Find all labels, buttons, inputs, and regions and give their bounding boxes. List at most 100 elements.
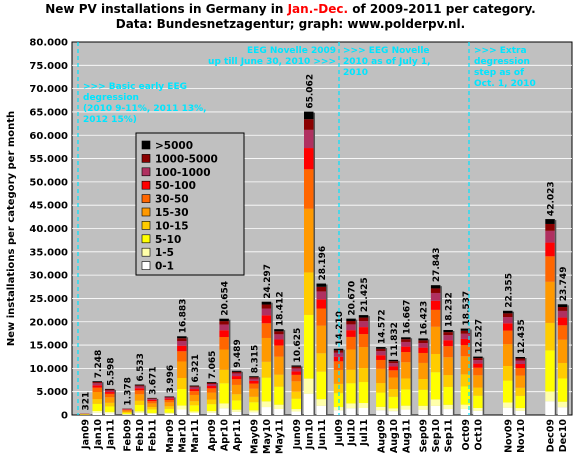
- bar-segment: [206, 399, 217, 405]
- bar-segment: [261, 337, 272, 362]
- bar-Sep11: [443, 329, 455, 415]
- bar-segment: [545, 256, 555, 282]
- bar-segment: [189, 412, 200, 415]
- bar-segment: [346, 324, 356, 331]
- bar-segment: [189, 411, 200, 413]
- bar-segment: [358, 408, 369, 415]
- bar-segment: [346, 369, 356, 384]
- bar-Jul10: [346, 318, 358, 415]
- bar-segment: [376, 348, 386, 352]
- bar-segment: [388, 389, 399, 397]
- bar-segment: [189, 394, 200, 402]
- chart-title-line1: New PV installations in Germany in Jan.-…: [0, 2, 581, 16]
- bar-segment: [443, 409, 453, 415]
- legend-label: >5000: [155, 140, 193, 152]
- bar-segment: [231, 371, 242, 374]
- bar-segment: [557, 307, 568, 311]
- x-tick-label-Sep11: Sep11: [444, 419, 455, 452]
- bar-segment: [304, 393, 314, 415]
- bar-segment: [430, 353, 441, 373]
- bar-segment: [430, 300, 441, 310]
- bar-segment: [401, 352, 411, 363]
- legend-swatch: [141, 261, 151, 270]
- bar-segment: [358, 327, 369, 335]
- data-label-Feb09: 1.378: [124, 377, 134, 405]
- bar-segment: [460, 356, 471, 375]
- bar-segment: [473, 410, 483, 415]
- bar-segment: [316, 371, 326, 400]
- bar-segment: [261, 323, 272, 338]
- bar-segment: [443, 375, 453, 387]
- legend-label: 15-30: [155, 207, 189, 219]
- bar-segment: [443, 346, 453, 358]
- bar-segment: [206, 392, 217, 400]
- annotation-early: >>> Basic early EEG: [83, 82, 187, 92]
- bar-segment: [430, 292, 441, 301]
- x-tick-label-Nov10: Nov10: [516, 419, 527, 453]
- bar-segment: [291, 409, 301, 412]
- bar-May10: [261, 301, 273, 415]
- bar-shadow: [102, 382, 104, 415]
- data-label-Apr11: 9.489: [233, 339, 243, 367]
- bar-segment: [304, 378, 314, 394]
- bar-segment: [557, 378, 568, 402]
- bar-segment: [557, 310, 568, 318]
- bar-segment: [503, 317, 513, 324]
- bar-segment: [358, 382, 369, 404]
- x-tick-label-Nov09: Nov09: [503, 419, 514, 453]
- bar-segment: [401, 362, 411, 379]
- bar-segment: [122, 411, 132, 413]
- bar-segment: [557, 362, 568, 379]
- bar-segment: [249, 380, 259, 384]
- data-label-Jun10: 65.062: [305, 74, 315, 109]
- bar-segment: [418, 405, 428, 410]
- x-tick-label-Jan10: Jan10: [93, 419, 104, 450]
- bar-segment: [473, 367, 483, 376]
- bar-segment: [545, 230, 555, 243]
- legend-swatch: [141, 247, 151, 257]
- bar-Apr11: [231, 370, 243, 415]
- bar-segment: [346, 403, 356, 409]
- chart-title-line2: Data: Bundesnetzagentur; graph: www.pold…: [115, 17, 466, 31]
- bar-segment: [460, 330, 471, 334]
- bar-segment: [316, 405, 326, 415]
- bar-segment: [164, 402, 175, 407]
- bar-Jul11: [358, 315, 370, 415]
- bar-Aug11: [401, 337, 413, 415]
- bar-segment: [261, 304, 272, 309]
- x-tick-label-Sep10: Sep10: [431, 419, 442, 453]
- bar-segment: [249, 412, 259, 415]
- legend-label: 1000-5000: [155, 153, 218, 165]
- bar-segment: [206, 382, 217, 383]
- annotation-extra: >>> Extra: [474, 46, 527, 56]
- bar-segment: [376, 410, 386, 415]
- bar-shadow: [567, 305, 569, 415]
- bar-Oct10: [473, 356, 485, 415]
- bar-segment: [388, 366, 399, 371]
- bar-segment: [557, 407, 568, 415]
- bar-segment: [105, 406, 115, 412]
- x-tick-label-Apr11: Apr11: [232, 419, 243, 451]
- bar-segment: [333, 369, 344, 384]
- data-label-Feb11: 3.671: [149, 366, 159, 394]
- bar-segment: [177, 345, 187, 352]
- bar-shadow: [174, 397, 176, 415]
- bar-segment: [346, 321, 356, 325]
- x-tick-label-Oct09: Oct09: [461, 419, 472, 450]
- bar-Apr09: [206, 382, 218, 415]
- bar-segment: [515, 368, 525, 376]
- legend-swatch: [141, 221, 151, 230]
- bar-segment: [503, 344, 513, 367]
- bar-segment: [291, 391, 301, 399]
- data-label-Nov10: 12.435: [517, 319, 527, 354]
- bar-segment: [206, 386, 217, 389]
- x-tick-label-Jul10: Jul10: [347, 419, 358, 447]
- bar-shadow: [313, 112, 315, 415]
- bar-segment: [388, 370, 399, 378]
- bar-segment: [219, 324, 229, 331]
- bar-segment: [316, 399, 326, 406]
- bar-segment: [134, 394, 145, 401]
- bar-segment: [134, 390, 145, 395]
- bar-segment: [418, 379, 428, 390]
- bar-segment: [401, 389, 411, 406]
